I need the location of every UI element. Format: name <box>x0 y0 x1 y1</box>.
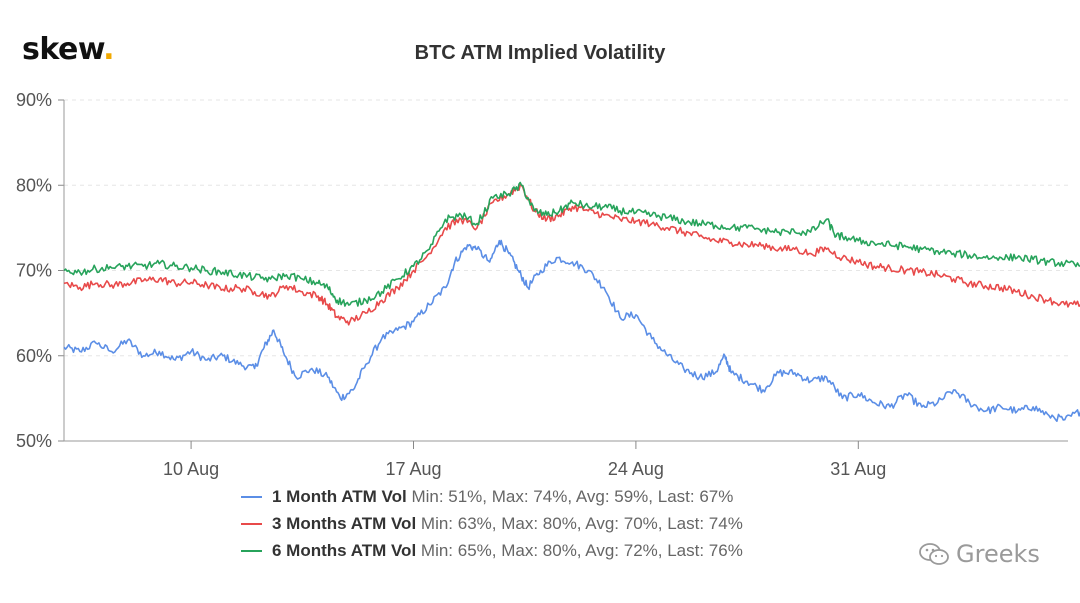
legend: 1 Month ATM Vol Min: 51%, Max: 74%, Avg:… <box>241 487 743 560</box>
legend-item[interactable]: 6 Months ATM Vol Min: 65%, Max: 80%, Avg… <box>272 541 743 560</box>
y-tick-label: 70% <box>16 261 52 281</box>
x-tick-label: 24 Aug <box>608 459 664 479</box>
series-line-1 <box>63 239 1080 422</box>
legend-series-name: 3 Months ATM Vol <box>272 514 421 533</box>
series-line-3 <box>63 181 1080 307</box>
watermark-text: Greeks <box>956 540 1040 568</box>
y-tick-label: 50% <box>16 431 52 451</box>
series-line-2 <box>63 184 1080 326</box>
legend-series-stats: Min: 51%, Max: 74%, Avg: 59%, Last: 67% <box>411 487 733 506</box>
x-tick-label: 17 Aug <box>385 459 441 479</box>
legend-series-stats: Min: 65%, Max: 80%, Avg: 72%, Last: 76% <box>421 541 743 560</box>
watermark: Greeks <box>918 540 1040 568</box>
x-axis-ticks: 10 Aug 17 Aug 24 Aug 31 Aug <box>163 441 886 479</box>
logo-text: skew <box>22 32 104 67</box>
grid-lines <box>64 99 1068 357</box>
chart-title: BTC ATM Implied Volatility <box>415 42 667 64</box>
logo-dot: . <box>103 32 115 67</box>
x-tick-label: 10 Aug <box>163 459 219 479</box>
legend-series-name: 6 Months ATM Vol <box>272 541 421 560</box>
series-lines <box>63 181 1080 422</box>
y-tick-label: 60% <box>16 346 52 366</box>
x-tick-label: 31 Aug <box>830 459 886 479</box>
legend-item[interactable]: 1 Month ATM Vol Min: 51%, Max: 74%, Avg:… <box>272 487 733 506</box>
wechat-icon <box>919 543 949 565</box>
skew-logo: skew. <box>22 32 115 67</box>
y-axis-ticks: 50% 60% 70% 80% 90% <box>16 90 1068 451</box>
legend-item[interactable]: 3 Months ATM Vol Min: 63%, Max: 80%, Avg… <box>272 514 743 533</box>
legend-series-stats: Min: 63%, Max: 80%, Avg: 70%, Last: 74% <box>421 514 743 533</box>
legend-series-name: 1 Month ATM Vol <box>272 487 411 506</box>
y-tick-label: 80% <box>16 175 52 195</box>
y-tick-label: 90% <box>16 90 52 110</box>
